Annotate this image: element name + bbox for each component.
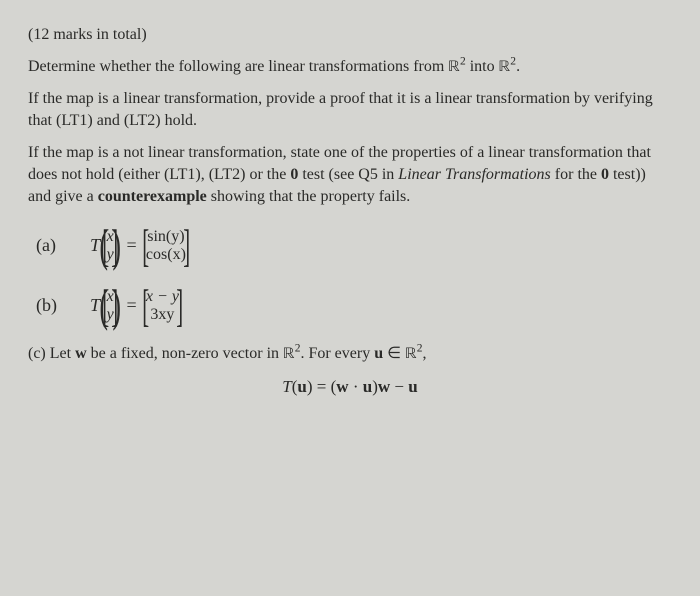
paren-close-b: ) xyxy=(113,283,121,329)
problem-page: (12 marks in total) Determine whether th… xyxy=(0,0,700,596)
zero-bold-2: 0 xyxy=(601,166,609,183)
part-b-label: (b) xyxy=(36,293,90,318)
p1-text-mid: into xyxy=(466,58,499,75)
bracket-open-a1: [ xyxy=(103,223,110,269)
vector-u-eq2: u xyxy=(363,377,372,396)
p1-text-a: Determine whether the following are line… xyxy=(28,58,448,75)
dot-product: · xyxy=(349,377,363,396)
blackboard-R-c2: ℝ xyxy=(405,346,417,362)
element-of: ∈ xyxy=(383,345,405,362)
T-symbol-c: T xyxy=(282,377,291,396)
c-text-b: be a fixed, non-zero vector in xyxy=(87,345,283,362)
b-out-bot: 3xy xyxy=(150,306,174,324)
equals-b: = xyxy=(126,293,136,318)
intro-paragraph-3: If the map is a not linear transformatio… xyxy=(28,142,672,208)
bracket-open-a2: [ xyxy=(142,223,149,269)
marks-line: (12 marks in total) xyxy=(28,24,672,46)
output-vector-a: sin(y) cos(x) xyxy=(146,228,186,263)
vector-u-eq1: u xyxy=(297,377,306,396)
book-title: Linear Transformations xyxy=(398,166,550,183)
intro-paragraph-2: If the map is a linear transformation, p… xyxy=(28,88,672,132)
vector-w-eq2: w xyxy=(378,377,390,396)
bracket-open-b2: [ xyxy=(142,283,149,329)
a-out-top: sin(y) xyxy=(147,228,184,246)
vector-w-eq1: w xyxy=(336,377,348,396)
counterexample-bold: counterexample xyxy=(98,188,207,205)
minus-sign: − xyxy=(390,377,408,396)
blackboard-R-2: ℝ xyxy=(499,59,511,75)
p3-text-b: test (see Q5 in xyxy=(298,166,398,183)
blackboard-R-1: ℝ xyxy=(448,59,460,75)
bracket-close-a2: ] xyxy=(183,223,190,269)
p1-text-end: . xyxy=(516,58,520,75)
c-text-a: Let xyxy=(50,345,75,362)
part-c-equation: T(u) = (w · u)w − u xyxy=(28,375,672,398)
vector-u-1: u xyxy=(374,345,383,362)
vector-u-eq3: u xyxy=(408,377,417,396)
p3-text-e: showing that the property fails. xyxy=(207,188,411,205)
bracket-close-b2: ] xyxy=(176,283,183,329)
part-a-equation: (a) T ( [ x y ] ) = [ sin(y) cos(x) ] xyxy=(36,223,672,269)
b-out-top: x − y xyxy=(146,288,179,306)
p3-text-c: for the xyxy=(551,166,601,183)
part-a-label: (a) xyxy=(36,233,90,258)
a-out-bot: cos(x) xyxy=(146,246,186,264)
c-text-d: , xyxy=(423,345,427,362)
paren-close-a: ) xyxy=(113,223,121,269)
output-vector-b: x − y 3xy xyxy=(146,288,179,323)
bracket-open-b1: [ xyxy=(103,283,110,329)
equals-paren: = ( xyxy=(313,377,337,396)
c-text-c: . For every xyxy=(300,345,374,362)
intro-paragraph-1: Determine whether the following are line… xyxy=(28,56,672,78)
part-c-text: (c) Let w be a fixed, non-zero vector in… xyxy=(28,343,672,365)
blackboard-R-c1: ℝ xyxy=(283,346,295,362)
equals-a: = xyxy=(126,233,136,258)
part-b-equation: (b) T ( [ x y ] ) = [ x − y 3xy ] xyxy=(36,283,672,329)
part-c-label: (c) xyxy=(28,345,50,362)
vector-w-1: w xyxy=(75,345,87,362)
